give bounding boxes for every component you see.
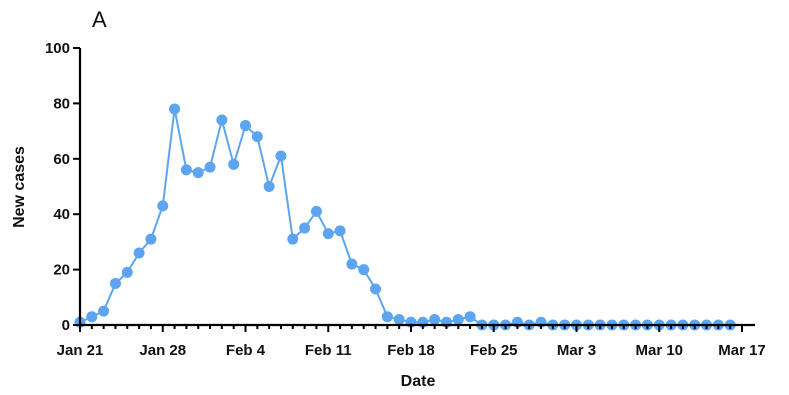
data-point-1 — [86, 311, 98, 323]
data-point-15 — [251, 131, 263, 143]
data-point-19 — [299, 222, 311, 234]
data-point-3 — [109, 277, 121, 289]
data-point-13 — [228, 158, 240, 170]
data-point-30 — [429, 313, 441, 325]
axes-layer — [78, 48, 755, 327]
x-tick-label-6: Mar 3 — [557, 342, 596, 359]
data-point-8 — [169, 103, 181, 115]
panel-label: A — [92, 7, 107, 32]
ticks-layer: 0 20 40 60 80 100 Jan 21 Jan 28 Feb 4 Feb 11 Feb 1… — [45, 40, 766, 359]
x-tick-label-0: Jan 21 — [57, 342, 104, 359]
data-point-11 — [204, 161, 216, 173]
data-point-21 — [322, 228, 334, 240]
data-point-25 — [370, 283, 382, 295]
y-tick-label-40: 40 — [53, 206, 70, 223]
y-tick-label-80: 80 — [53, 95, 70, 112]
x-tick-label-1: Jan 28 — [139, 342, 186, 359]
data-point-14 — [240, 120, 251, 132]
y-tick-label-20: 20 — [53, 262, 70, 279]
y-tick-label-100: 100 — [45, 40, 70, 57]
data-point-17 — [275, 150, 287, 162]
data-point-7 — [157, 200, 169, 212]
data-point-4 — [121, 266, 133, 278]
x-tick-label-5: Feb 25 — [470, 342, 518, 359]
data-point-16 — [263, 181, 275, 192]
data-point-26 — [381, 311, 393, 323]
data-point-22 — [334, 225, 346, 237]
data-layer — [74, 103, 736, 331]
y-axis-title: New cases — [11, 146, 28, 228]
data-point-6 — [145, 233, 157, 245]
x-axis-title: Date — [401, 373, 436, 390]
data-point-5 — [133, 247, 145, 259]
x-tick-label-8: Mar 17 — [718, 342, 766, 359]
data-point-32 — [452, 313, 464, 325]
x-tick-label-7: Mar 10 — [635, 342, 683, 359]
data-point-33 — [464, 311, 476, 323]
data-point-27 — [393, 313, 405, 325]
x-tick-label-2: Feb 4 — [226, 342, 266, 359]
y-tick-label-0: 0 — [62, 317, 70, 334]
y-tick-label-60: 60 — [53, 151, 70, 168]
data-point-18 — [287, 233, 299, 245]
data-point-10 — [192, 167, 204, 179]
x-tick-label-3: Feb 11 — [305, 342, 352, 359]
series-line-0 — [79, 108, 731, 327]
data-point-20 — [310, 205, 322, 217]
data-point-2 — [98, 305, 110, 317]
x-tick-label-4: Feb 18 — [387, 342, 435, 359]
data-point-24 — [358, 264, 370, 276]
data-point-12 — [216, 114, 228, 126]
data-point-23 — [346, 258, 358, 270]
data-point-9 — [180, 164, 192, 176]
